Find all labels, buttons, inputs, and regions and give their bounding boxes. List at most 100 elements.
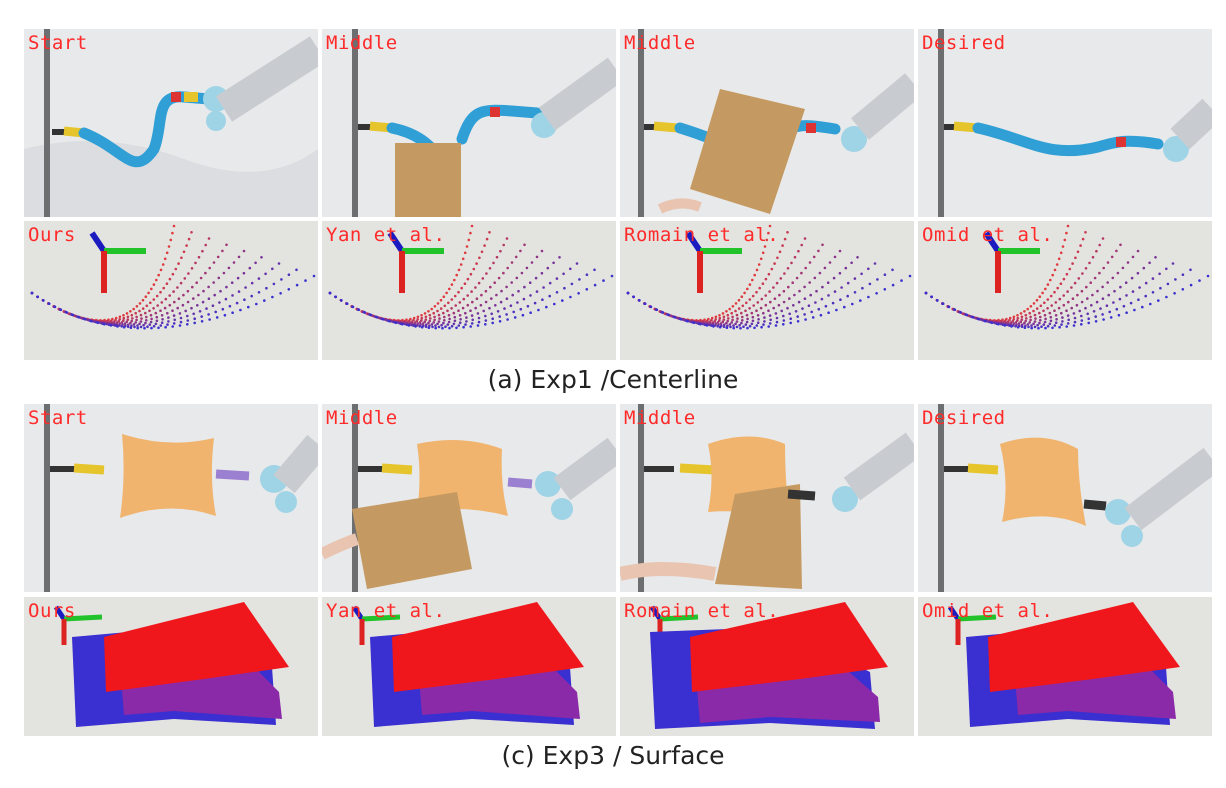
curve-point bbox=[71, 313, 75, 317]
curve-point bbox=[190, 306, 193, 310]
curve-point bbox=[861, 286, 864, 290]
curve-point bbox=[714, 315, 718, 319]
curve-point bbox=[1034, 317, 1037, 320]
curve-point bbox=[810, 310, 813, 314]
curve-point bbox=[737, 298, 741, 302]
curve-point bbox=[1089, 281, 1092, 284]
curve-point bbox=[167, 316, 170, 319]
curve-point bbox=[490, 312, 493, 316]
curve-point bbox=[873, 262, 877, 265]
curve-point bbox=[513, 316, 517, 319]
curve-point bbox=[328, 291, 332, 295]
curve-point bbox=[853, 291, 857, 294]
curve-point bbox=[455, 273, 458, 277]
curve-point bbox=[763, 320, 766, 323]
curve-point bbox=[84, 318, 87, 321]
curve-point bbox=[1044, 317, 1047, 321]
curve-point bbox=[150, 326, 153, 330]
curve-point bbox=[1030, 326, 1033, 330]
curve-point bbox=[345, 302, 349, 305]
curve-point bbox=[117, 320, 120, 323]
curve-point bbox=[505, 237, 509, 240]
curve-point bbox=[505, 285, 508, 289]
curve-point bbox=[827, 311, 830, 314]
curve-point bbox=[793, 255, 797, 259]
curve-point bbox=[593, 268, 596, 272]
curve-point bbox=[148, 323, 152, 326]
curve-point bbox=[495, 255, 499, 259]
curve-point bbox=[488, 306, 491, 310]
curve-point bbox=[673, 316, 677, 319]
curve-point bbox=[420, 314, 423, 317]
curve-point bbox=[208, 266, 211, 270]
curve-point bbox=[1057, 257, 1061, 261]
curve-point bbox=[202, 289, 205, 293]
curve-point bbox=[819, 313, 823, 317]
curve-point bbox=[529, 311, 532, 314]
curve-point bbox=[148, 309, 151, 313]
curve-point bbox=[719, 322, 723, 325]
curve-point bbox=[522, 297, 526, 301]
curve-point bbox=[680, 318, 683, 321]
curve-point bbox=[184, 309, 187, 313]
curve-point bbox=[736, 317, 739, 320]
curve-point bbox=[280, 278, 283, 281]
curve-point bbox=[221, 307, 225, 311]
curve-point bbox=[859, 299, 862, 302]
curve-point bbox=[207, 285, 210, 289]
curve-point bbox=[351, 305, 355, 309]
curve-point bbox=[287, 273, 291, 276]
curve-point bbox=[1102, 318, 1105, 321]
curve-point bbox=[1049, 315, 1053, 319]
curve-point bbox=[475, 297, 479, 300]
panel-exp3-photo-3: Middle bbox=[620, 404, 914, 592]
curve-point bbox=[540, 271, 544, 275]
curve-point bbox=[125, 312, 129, 315]
curve-point bbox=[198, 310, 202, 313]
curve-point bbox=[442, 295, 446, 298]
curve-point bbox=[1060, 311, 1063, 315]
curve-point bbox=[745, 301, 748, 305]
curve-point bbox=[1142, 266, 1146, 270]
curve-point bbox=[1106, 281, 1109, 284]
curve-point bbox=[781, 244, 784, 247]
curve-point bbox=[751, 319, 755, 323]
curve-point bbox=[924, 291, 928, 295]
curve-point bbox=[1076, 293, 1079, 297]
curve-point bbox=[1024, 319, 1027, 323]
curve-point bbox=[145, 319, 148, 322]
curve-point bbox=[730, 311, 733, 315]
curve-point bbox=[1119, 243, 1122, 247]
curve-point bbox=[1081, 272, 1084, 275]
curve-point bbox=[739, 326, 742, 330]
curve-point bbox=[789, 317, 792, 320]
curve-point bbox=[1060, 323, 1063, 326]
curve-point bbox=[780, 309, 783, 313]
curve-point bbox=[1080, 314, 1083, 318]
curve-point bbox=[755, 290, 758, 294]
curve-point bbox=[722, 318, 726, 321]
curve-point bbox=[1079, 244, 1082, 247]
curve-point bbox=[731, 318, 734, 322]
curve-point bbox=[661, 311, 665, 314]
curve-point bbox=[134, 321, 137, 324]
curve-point bbox=[649, 305, 653, 309]
curve-point bbox=[517, 289, 520, 293]
curve-point bbox=[838, 271, 842, 275]
curve-point bbox=[183, 277, 187, 280]
curve-point bbox=[30, 291, 34, 295]
curve-point bbox=[1049, 319, 1053, 323]
curve-point bbox=[978, 318, 981, 321]
curve-point bbox=[1151, 277, 1155, 280]
curve-point bbox=[484, 319, 488, 322]
curve-point bbox=[1119, 285, 1122, 289]
curve-point bbox=[809, 293, 812, 297]
curve-point bbox=[172, 314, 176, 317]
curve-point bbox=[1012, 315, 1016, 319]
curve-point bbox=[193, 317, 196, 320]
curve-point bbox=[759, 306, 763, 310]
curve-point bbox=[1095, 300, 1099, 304]
curve-point bbox=[1033, 325, 1037, 329]
curve-point bbox=[502, 271, 505, 275]
curve-point bbox=[485, 272, 488, 275]
